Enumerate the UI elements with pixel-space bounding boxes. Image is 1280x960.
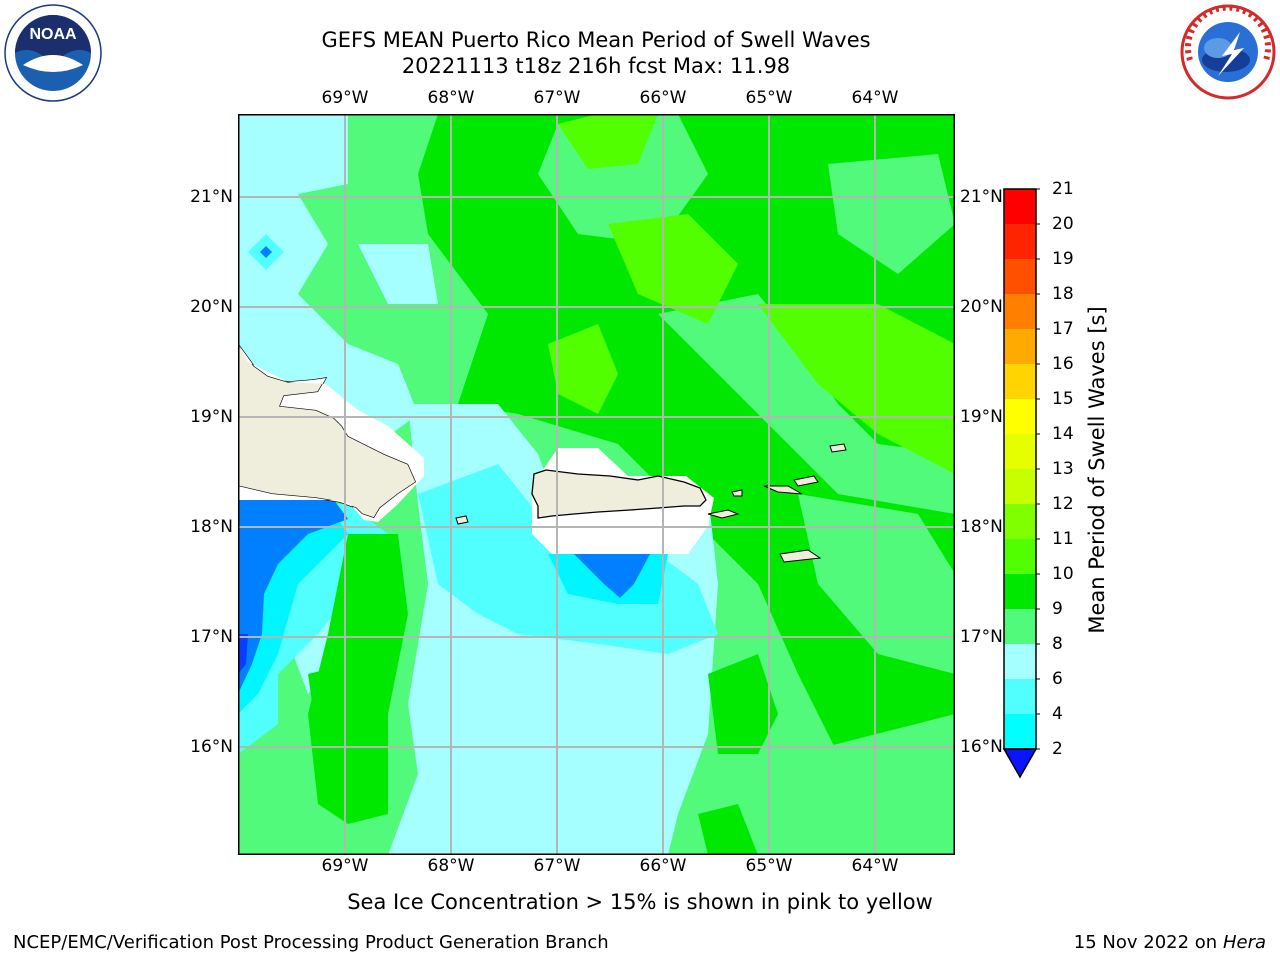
lon-label-bottom: 66°W	[639, 856, 687, 876]
colorbar-tick-label: 4	[1052, 704, 1063, 724]
period-field-blue-nw-spot	[260, 246, 272, 258]
period-field-sea-green-ne	[828, 154, 955, 274]
footer-host: Hera	[1222, 932, 1266, 953]
noaa-logo-text: NOAA	[29, 26, 77, 43]
colorbar-segment	[1004, 504, 1036, 539]
colorbar-tick-label: 12	[1052, 494, 1074, 514]
colorbar-segment	[1004, 294, 1036, 329]
period-field-sea-green-east	[798, 494, 955, 674]
land-virgin-islands-2	[793, 475, 819, 487]
period-field-blue-south-pr	[574, 554, 650, 598]
lat-label-right: 20°N	[960, 297, 1003, 317]
map-subtitle: 20221113 t18z 216h fcst Max: 11.98	[401, 54, 791, 78]
period-field-deep-blue-west	[238, 634, 248, 674]
period-field-green-southwest	[308, 534, 408, 824]
lon-label-bottom: 69°W	[321, 856, 369, 876]
lat-label-left: 21°N	[190, 187, 233, 207]
colorbar-tick-label: 17	[1052, 319, 1074, 339]
land-virgin-islands-1	[763, 485, 803, 495]
swell-period-map	[238, 114, 955, 855]
colorbar-tick-label: 18	[1052, 284, 1074, 304]
colorbar-segment	[1004, 189, 1036, 224]
footer-date-text: 15 Nov 2022 on	[1073, 932, 1218, 953]
colorbar	[1002, 188, 1040, 779]
lat-label-right: 21°N	[960, 187, 1003, 207]
map-title: GEFS MEAN Puerto Rico Mean Period of Swe…	[321, 28, 871, 52]
lat-label-right: 18°N	[960, 517, 1003, 537]
colorbar-segment	[1004, 469, 1036, 504]
colorbar-tick-label: 13	[1052, 459, 1074, 479]
colorbar-underflow-arrow	[1002, 748, 1038, 779]
lat-label-left: 16°N	[190, 737, 233, 757]
lat-label-right: 19°N	[960, 407, 1003, 427]
lat-label-left: 18°N	[190, 517, 233, 537]
colorbar-segment	[1004, 714, 1036, 749]
lon-label-bottom: 68°W	[427, 856, 475, 876]
period-field-pale-cyan-spot-1	[358, 244, 438, 304]
colorbar-tick-label: 19	[1052, 249, 1074, 269]
land-mona-island	[455, 515, 469, 525]
colorbar-tick-label: 14	[1052, 424, 1074, 444]
colorbar-segment	[1004, 609, 1036, 644]
period-field-sea-green-se	[798, 714, 955, 855]
map-frame	[238, 114, 955, 855]
lon-label-top: 64°W	[851, 88, 899, 108]
footer-credit: NCEP/EMC/Verification Post Processing Pr…	[13, 932, 609, 953]
lat-label-left: 19°N	[190, 407, 233, 427]
lon-label-top: 67°W	[533, 88, 581, 108]
colorbar-segment	[1004, 434, 1036, 469]
nws-logo	[1180, 4, 1276, 100]
colorbar-segment	[1004, 329, 1036, 364]
graticule	[238, 114, 955, 855]
period-field-yellow-green-2	[608, 214, 738, 324]
colorbar-tick-label: 2	[1052, 739, 1063, 759]
land-st-croix	[779, 549, 822, 563]
lat-label-left: 17°N	[190, 627, 233, 647]
colorbar-segment	[1004, 679, 1036, 714]
colorbar-segment	[1004, 364, 1036, 399]
period-field-sea-green-patch	[658, 294, 955, 514]
land-island-halo-hispaniola	[238, 344, 424, 522]
period-field-blue-west	[238, 500, 348, 694]
colorbar-segment	[1004, 539, 1036, 574]
land-culebra	[731, 489, 743, 497]
colorbar-segment	[1004, 259, 1036, 294]
lon-label-top: 66°W	[639, 88, 687, 108]
lon-label-bottom: 65°W	[745, 856, 793, 876]
colorbar-segment	[1004, 399, 1036, 434]
period-field-yellow-green-3	[548, 324, 618, 414]
noaa-logo: NOAA	[4, 4, 102, 102]
sea-ice-note: Sea Ice Concentration > 15% is shown in …	[347, 890, 933, 914]
colorbar-tick-label: 21	[1052, 179, 1074, 199]
lat-label-right: 16°N	[960, 737, 1003, 757]
period-field-green-south-2	[698, 804, 758, 855]
colorbar-segment	[1004, 574, 1036, 609]
lat-label-left: 20°N	[190, 297, 233, 317]
footer-date: 15 Nov 2022 on Hera	[1074, 932, 1266, 953]
lon-label-top: 69°W	[321, 88, 369, 108]
period-field-yellow-green-1	[558, 114, 658, 169]
lon-label-bottom: 67°W	[533, 856, 581, 876]
colorbar-segment	[1004, 224, 1036, 259]
colorbar-tick-label: 20	[1052, 214, 1074, 234]
colorbar-segment	[1004, 644, 1036, 679]
colorbar-tick-label: 15	[1052, 389, 1074, 409]
lat-label-right: 17°N	[960, 627, 1003, 647]
lon-label-top: 68°W	[427, 88, 475, 108]
colorbar-tick-label: 10	[1052, 564, 1074, 584]
colorbar-tick-label: 6	[1052, 669, 1063, 689]
land-vieques	[707, 509, 740, 519]
period-field-yellow-green-4	[758, 304, 955, 474]
lon-label-bottom: 64°W	[851, 856, 899, 876]
period-field-green-south-1	[708, 654, 778, 754]
land-anegada	[829, 443, 847, 453]
colorbar-tick-label: 16	[1052, 354, 1074, 374]
colorbar-tick-label: 8	[1052, 634, 1063, 654]
colorbar-title: Mean Period of Swell Waves [s]	[1085, 306, 1109, 634]
colorbar-tick-label: 11	[1052, 529, 1074, 549]
lon-label-top: 65°W	[745, 88, 793, 108]
colorbar-tick-label: 9	[1052, 599, 1063, 619]
